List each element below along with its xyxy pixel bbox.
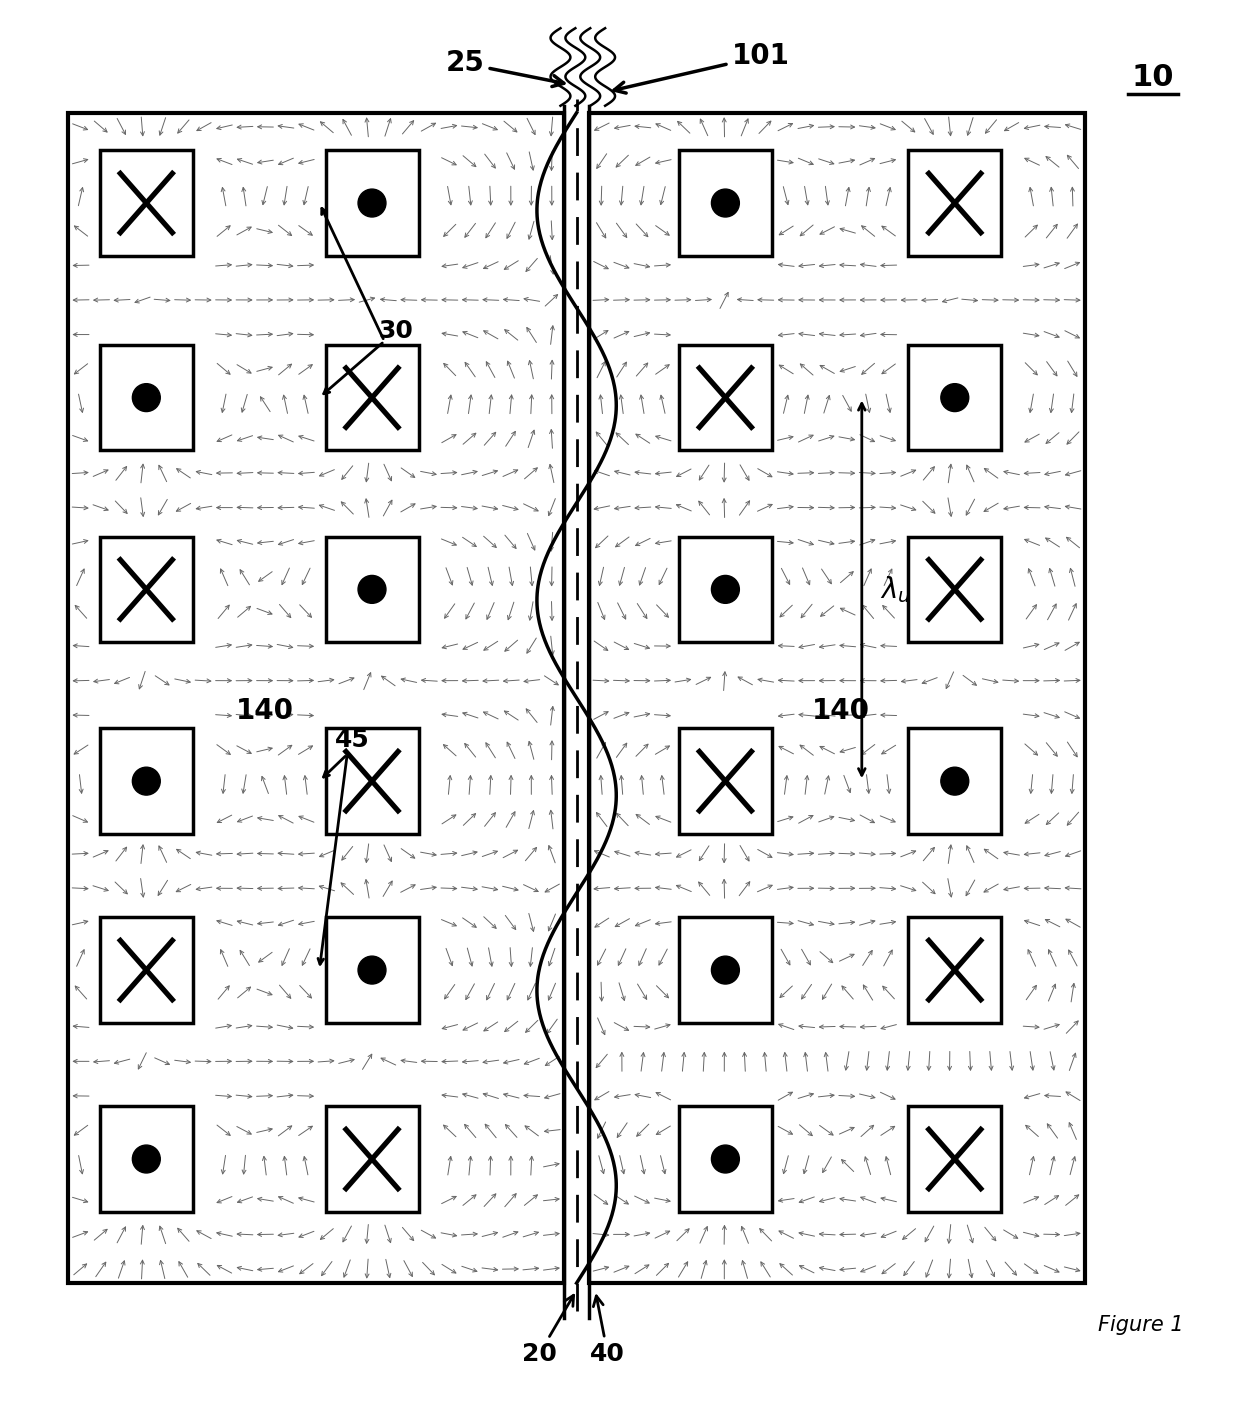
Circle shape (712, 575, 739, 603)
Text: $\lambda_u$: $\lambda_u$ (880, 574, 911, 605)
Circle shape (712, 1145, 739, 1173)
Bar (680, 728, 771, 833)
Bar (325, 537, 419, 643)
Bar (99, 344, 193, 451)
Text: Figure 1: Figure 1 (1097, 1316, 1184, 1335)
Bar (325, 149, 419, 255)
Bar (325, 916, 419, 1024)
Circle shape (358, 956, 386, 984)
Circle shape (358, 189, 386, 217)
Bar (99, 1105, 193, 1211)
Bar (680, 537, 771, 643)
Bar (680, 1105, 771, 1211)
Bar (680, 149, 771, 255)
Bar (99, 149, 193, 255)
Bar (99, 537, 193, 643)
Circle shape (941, 767, 968, 795)
Text: 101: 101 (614, 42, 790, 93)
Text: 45: 45 (335, 729, 370, 753)
Bar (908, 149, 1002, 255)
Bar (908, 728, 1002, 833)
Text: 10: 10 (1132, 62, 1174, 92)
Text: 40: 40 (590, 1296, 625, 1366)
Text: 140: 140 (236, 697, 294, 725)
Text: 140: 140 (812, 697, 870, 725)
Circle shape (133, 384, 160, 412)
Bar (680, 344, 771, 451)
Text: 20: 20 (522, 1296, 574, 1366)
Bar (589, 113, 1085, 1283)
Bar (908, 1105, 1002, 1211)
Bar (908, 537, 1002, 643)
Bar (99, 728, 193, 833)
Bar (908, 916, 1002, 1024)
Bar (325, 728, 419, 833)
Bar (680, 916, 771, 1024)
Bar (68, 113, 564, 1283)
Bar (325, 1105, 419, 1211)
Circle shape (712, 956, 739, 984)
Circle shape (133, 1145, 160, 1173)
Circle shape (358, 575, 386, 603)
Circle shape (941, 384, 968, 412)
Text: 25: 25 (445, 49, 564, 86)
Circle shape (133, 767, 160, 795)
Bar (325, 344, 419, 451)
Bar (908, 344, 1002, 451)
Text: 30: 30 (378, 320, 413, 344)
Bar (99, 916, 193, 1024)
Circle shape (712, 189, 739, 217)
